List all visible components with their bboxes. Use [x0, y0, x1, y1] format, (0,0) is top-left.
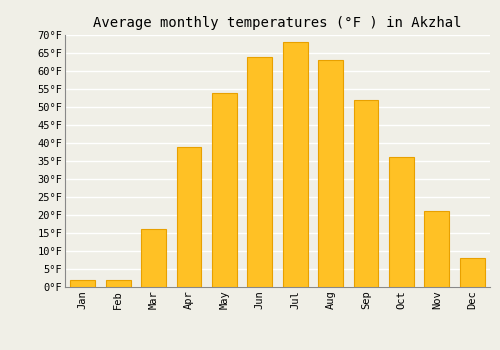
Bar [424, 211, 450, 287]
Bar [176, 147, 202, 287]
Bar [389, 158, 414, 287]
Bar [106, 280, 130, 287]
Title: Average monthly temperatures (°F ) in Akzhal: Average monthly temperatures (°F ) in Ak… [93, 16, 462, 30]
Bar [70, 280, 95, 287]
Bar [283, 42, 308, 287]
Bar [212, 93, 237, 287]
Bar [460, 258, 484, 287]
Bar [354, 100, 378, 287]
Bar [318, 60, 343, 287]
Bar [248, 57, 272, 287]
Bar [141, 229, 166, 287]
